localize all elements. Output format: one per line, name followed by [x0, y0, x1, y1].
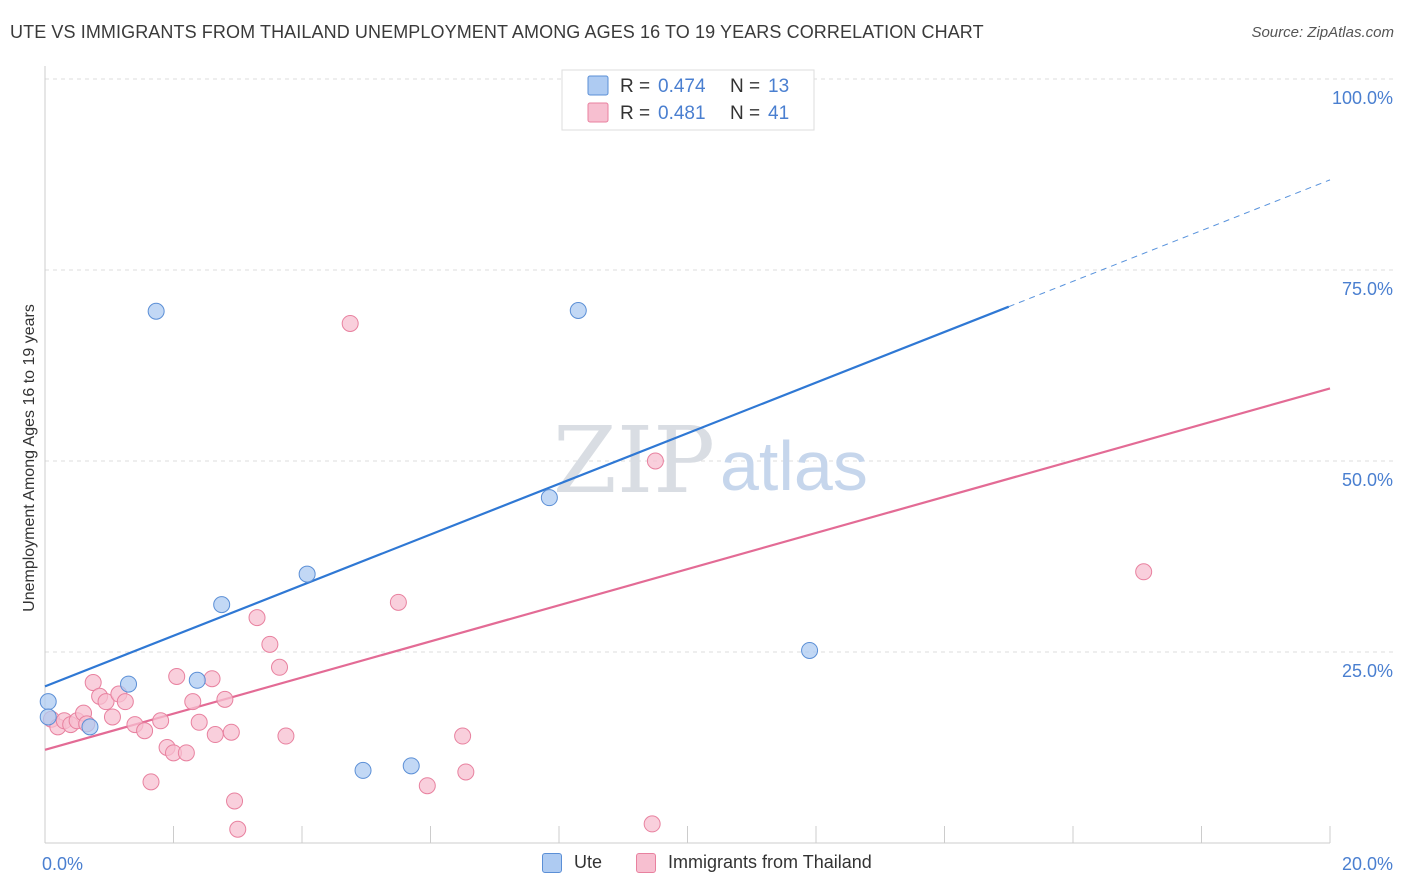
point-thailand: [457, 763, 475, 781]
trend-line-thailand: [44, 387, 1331, 751]
point-thailand: [643, 815, 661, 833]
point-thailand: [454, 727, 472, 745]
point-thailand: [168, 667, 186, 685]
point-thailand: [116, 693, 134, 711]
point-thailand: [142, 773, 160, 791]
legend-swatch-thailand-bottom: [636, 852, 656, 873]
legend-n-value-ute: 13: [768, 76, 789, 97]
watermark: ZIP atlas: [553, 407, 868, 514]
point-ute: [81, 718, 99, 736]
watermark-zip: ZIP: [553, 407, 715, 514]
y-axis-label: Unemployment Among Ages 16 to 19 years: [21, 304, 38, 612]
point-thailand: [203, 670, 221, 688]
legend-r-value-ute: 0.474: [658, 76, 706, 97]
trend-line-ute-projection: [1008, 179, 1331, 308]
point-thailand: [389, 593, 407, 611]
point-ute: [213, 596, 231, 614]
gridlines: [45, 78, 1395, 653]
legend-n-label-ute: N =: [730, 76, 760, 97]
point-ute: [569, 301, 587, 319]
point-ute: [39, 693, 57, 711]
point-thailand: [103, 708, 121, 726]
point-thailand: [271, 658, 289, 676]
point-thailand: [229, 820, 247, 838]
point-ute: [147, 302, 165, 320]
point-thailand: [84, 674, 102, 692]
point-ute: [402, 757, 420, 775]
y-tick-label: 75.0%: [1342, 279, 1393, 299]
source-credit: Source: ZipAtlas.com: [1251, 24, 1394, 41]
point-thailand: [248, 609, 266, 627]
y-tick-label: 50.0%: [1342, 470, 1393, 490]
series-legend: Ute Immigrants from Thailand: [0, 852, 1406, 878]
point-ute: [188, 671, 206, 689]
legend-item-thailand: Immigrants from Thailand: [636, 852, 872, 873]
chart-title: UTE VS IMMIGRANTS FROM THAILAND UNEMPLOY…: [10, 22, 984, 42]
point-ute: [120, 675, 138, 693]
point-thailand: [136, 722, 154, 740]
point-thailand: [646, 452, 664, 470]
point-ute: [354, 761, 372, 779]
data-points: [39, 301, 1153, 838]
legend-swatch-ute-bottom: [542, 852, 562, 873]
legend-r-value-thailand: 0.481: [658, 103, 706, 124]
legend-n-value-thailand: 41: [768, 103, 789, 124]
trend-lines: [44, 179, 1331, 751]
point-thailand: [206, 726, 224, 744]
legend-label-ute: Ute: [574, 852, 603, 872]
legend-swatch-thailand: [587, 102, 609, 123]
legend-r-label-thailand: R =: [620, 103, 650, 124]
y-tick-label: 25.0%: [1342, 661, 1393, 681]
point-thailand: [277, 727, 295, 745]
point-ute: [39, 708, 57, 726]
tick-labels: 25.0% 50.0% 75.0% 100.0% 0.0% 20.0%: [42, 88, 1393, 874]
legend-swatch-ute: [587, 75, 609, 96]
point-thailand: [226, 792, 244, 810]
x-tick-label: 0.0%: [42, 854, 83, 874]
stats-legend: R = 0.474 N = 13 R = 0.481 N = 41: [561, 69, 815, 131]
legend-n-label-thailand: N =: [730, 103, 760, 124]
point-thailand: [216, 690, 234, 708]
y-tick-label: 100.0%: [1332, 88, 1393, 108]
point-thailand: [190, 713, 208, 731]
legend-item-ute: Ute: [542, 852, 602, 873]
point-ute: [298, 565, 316, 583]
point-thailand: [152, 712, 170, 730]
trend-line-ute: [44, 305, 1010, 688]
point-thailand: [97, 693, 115, 711]
legend-r-label-ute: R =: [620, 76, 650, 97]
point-ute: [540, 489, 558, 507]
x-tick-label: 20.0%: [1342, 854, 1393, 874]
point-thailand: [222, 723, 240, 741]
watermark-atlas: atlas: [720, 427, 868, 505]
point-thailand: [341, 314, 359, 332]
point-thailand: [177, 744, 195, 762]
point-thailand: [261, 635, 279, 653]
point-ute: [801, 641, 819, 659]
point-thailand: [1135, 563, 1153, 581]
legend-label-thailand: Immigrants from Thailand: [668, 852, 872, 872]
point-thailand: [184, 693, 202, 711]
point-thailand: [418, 777, 436, 795]
